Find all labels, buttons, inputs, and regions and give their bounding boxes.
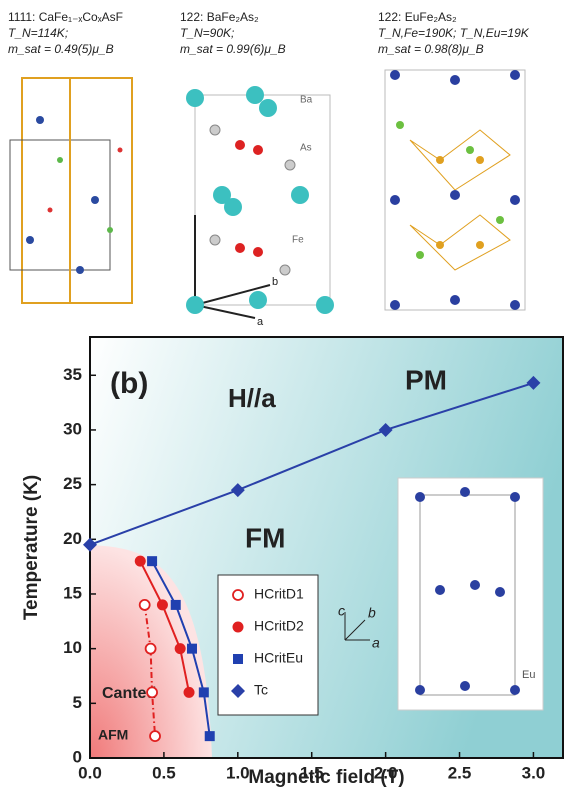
x-tick-label: 2.5 [448, 763, 472, 782]
y-tick-label: 5 [73, 693, 82, 712]
caption: m_sat = 0.98(8)μ_B [378, 42, 484, 56]
marker [184, 687, 195, 698]
y-tick-label: 15 [63, 583, 82, 602]
legend-label: HCritEu [254, 650, 303, 666]
x-tick-label: 3.0 [522, 763, 546, 782]
annotation: FM [245, 522, 285, 553]
marker [147, 556, 157, 566]
legend-label: HCritD2 [254, 618, 304, 634]
label: As [300, 143, 312, 154]
marker [205, 731, 215, 741]
x-tick-label: 0.5 [152, 763, 176, 782]
label: Fe [292, 235, 304, 246]
y-tick-label: 20 [63, 529, 82, 548]
marker [140, 600, 150, 610]
marker [199, 687, 209, 697]
caption: m_sat = 0.49(5)μ_B [8, 42, 114, 56]
caption: 122: BaFe₂As₂ [180, 10, 259, 24]
marker [157, 599, 168, 610]
legend-marker [233, 590, 243, 600]
y-tick-label: 35 [63, 365, 82, 384]
crystal-1111 [10, 78, 132, 303]
annotation: PM [405, 364, 447, 395]
marker [175, 643, 186, 654]
annotation: (b) [110, 367, 148, 400]
y-tick-label: 10 [63, 638, 82, 657]
caption: T_N=90K; [180, 26, 234, 40]
caption: T_N=114K; [8, 26, 68, 40]
caption: T_N,Fe=190K; T_N,Eu=19K [378, 26, 530, 40]
legend-label: HCritD1 [254, 586, 304, 602]
marker [146, 644, 156, 654]
x-axis-title: Magnetic field (T) [248, 767, 404, 788]
marker [147, 687, 157, 697]
caption: m_sat = 0.99(6)μ_B [180, 42, 286, 56]
label: a [257, 316, 264, 328]
y-axis-title: Temperature (K) [21, 475, 42, 620]
annotation: H//a [228, 383, 276, 413]
x-tick-label: 1.0 [226, 763, 250, 782]
label: Ba [300, 95, 313, 106]
figure: 1111: CaFe₁₋ₓCoₓAsF T_N=114K; m_sat = 0.… [0, 0, 569, 789]
label: b [272, 276, 278, 288]
crystal-122-ba [186, 86, 334, 318]
marker [171, 600, 181, 610]
annotation: b [368, 605, 376, 621]
caption: 1111: CaFe₁₋ₓCoₓAsF [8, 10, 123, 24]
annotation: a [372, 635, 380, 651]
annotation: c [338, 603, 345, 619]
marker [187, 644, 197, 654]
y-tick-label: 30 [63, 419, 82, 438]
legend-marker [233, 622, 244, 633]
annotation: Eu [522, 669, 535, 681]
y-tick-label: 25 [63, 474, 82, 493]
y-tick-label: 0 [73, 747, 82, 766]
crystal-122-eu [385, 70, 525, 310]
legend-label: Tc [254, 682, 268, 698]
marker [135, 556, 146, 567]
legend-marker [233, 654, 243, 664]
annotation: AFM [98, 727, 128, 743]
marker [150, 731, 160, 741]
caption: 122: EuFe₂As₂ [378, 10, 457, 24]
